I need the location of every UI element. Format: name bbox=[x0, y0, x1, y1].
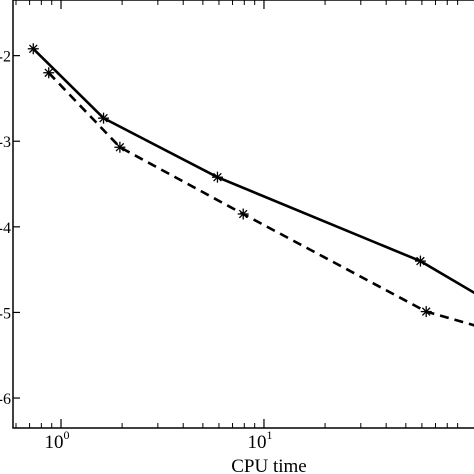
series-2-marker bbox=[114, 141, 126, 153]
series-line-2 bbox=[47, 71, 474, 327]
series-1-marker bbox=[211, 171, 223, 183]
series-1-marker bbox=[98, 112, 110, 124]
series-group bbox=[27, 43, 474, 327]
marker-stroke bbox=[416, 256, 425, 266]
x-tick-label-base: 10 bbox=[45, 432, 64, 453]
marker-stroke bbox=[238, 209, 248, 219]
series-2-marker bbox=[237, 208, 249, 220]
series-1-marker bbox=[414, 255, 426, 267]
marker-stroke bbox=[44, 68, 54, 78]
x-tick-label: 100 bbox=[45, 428, 70, 453]
series-1-marker bbox=[27, 43, 39, 55]
y-tick-label: -5 bbox=[0, 305, 11, 322]
series-2-marker bbox=[43, 67, 55, 79]
x-tick-label-exponent: 0 bbox=[64, 428, 70, 442]
x-tick-label-base: 10 bbox=[247, 432, 266, 453]
x-tick-label-exponent: 1 bbox=[266, 428, 272, 442]
series-2-marker bbox=[420, 306, 432, 318]
y-tick-label: -2 bbox=[0, 49, 11, 66]
marker-stroke bbox=[421, 307, 431, 316]
x-tick-label: 101 bbox=[247, 428, 272, 453]
x-axis-title: CPU time bbox=[231, 456, 306, 474]
y-tick-label: -6 bbox=[0, 391, 11, 408]
y-tick-label: -4 bbox=[0, 220, 11, 237]
y-tick-label: -3 bbox=[0, 134, 11, 151]
marker-stroke bbox=[115, 142, 125, 152]
marker-stroke bbox=[99, 113, 108, 123]
marker-stroke bbox=[213, 172, 222, 182]
series-line-1 bbox=[32, 47, 474, 295]
marker-stroke bbox=[28, 44, 38, 54]
plot-frame bbox=[12, 0, 474, 429]
